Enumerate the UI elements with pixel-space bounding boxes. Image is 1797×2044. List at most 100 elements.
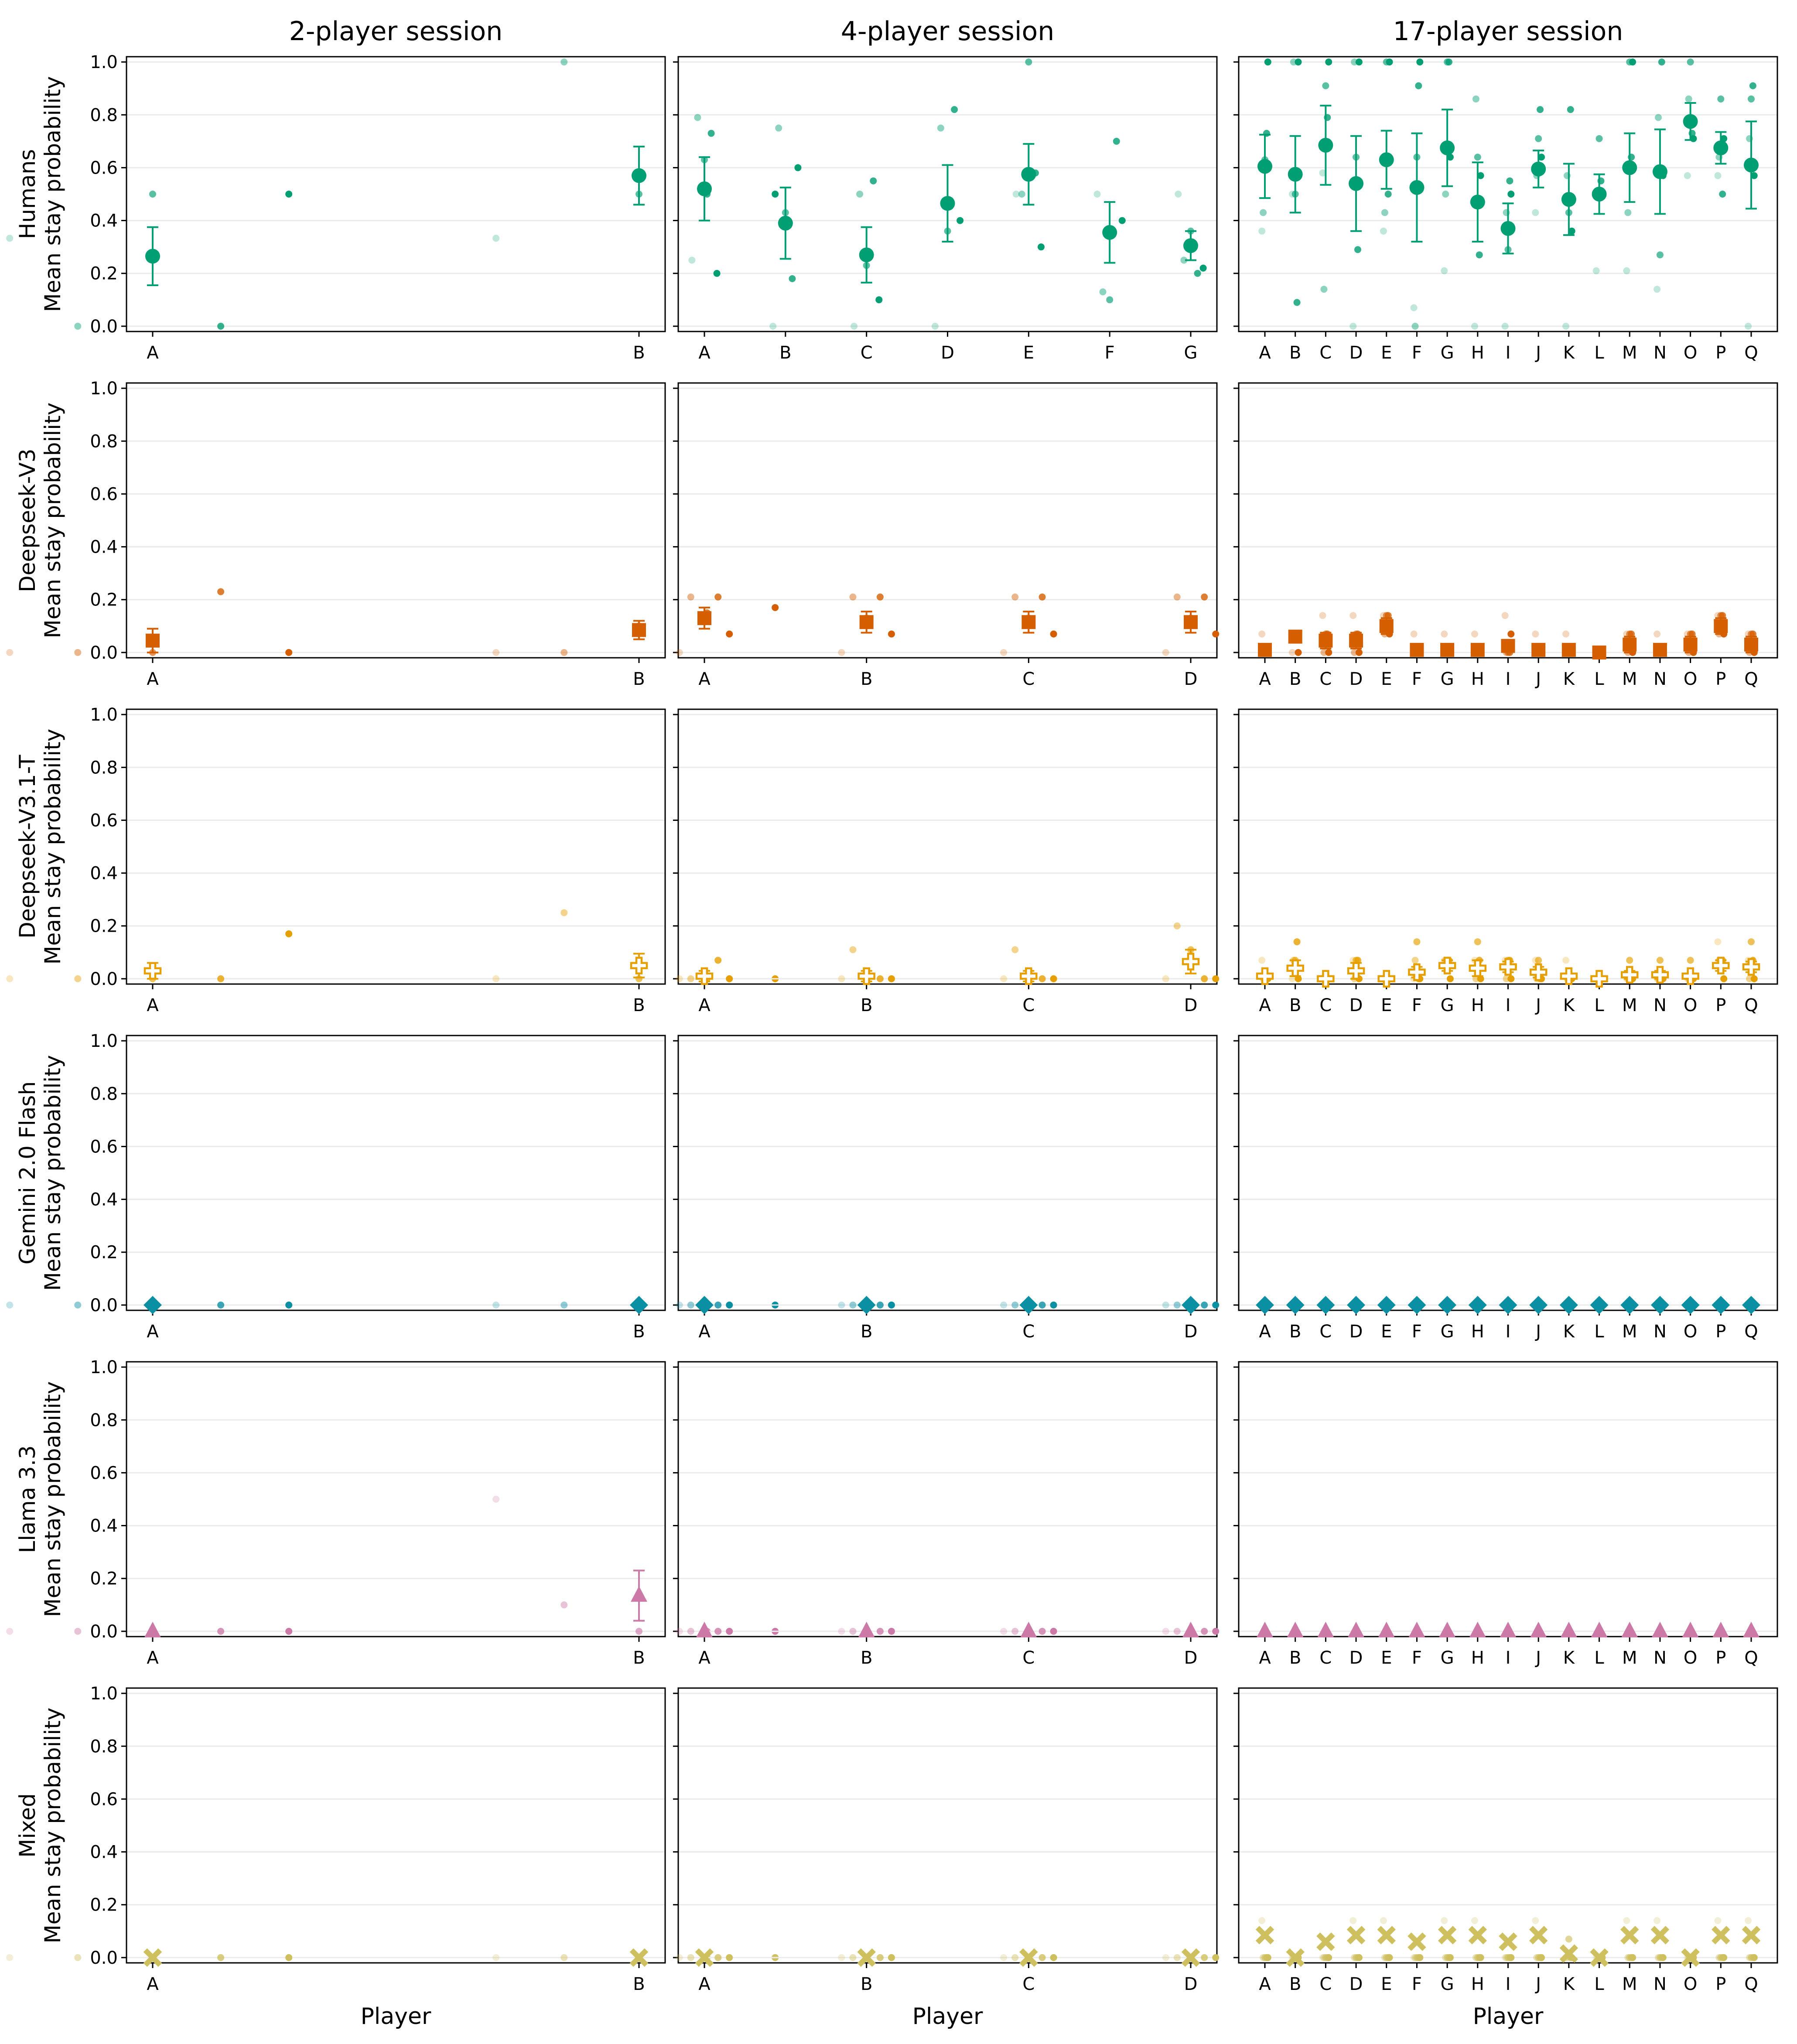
mean-marker xyxy=(1438,1926,1457,1945)
mean-marker xyxy=(1742,1926,1761,1945)
mean-marker xyxy=(1559,1944,1578,1963)
x-tick-label: L xyxy=(1594,343,1604,363)
session-dot xyxy=(876,1301,884,1309)
mean-marker xyxy=(859,615,874,629)
mean-marker xyxy=(697,611,711,626)
session-dot xyxy=(1506,177,1513,185)
x-tick-label: B xyxy=(1289,1648,1301,1668)
session-dot xyxy=(285,649,293,656)
session-dot xyxy=(856,191,864,198)
session-dot xyxy=(560,1301,568,1309)
y-tick-label: 0.0 xyxy=(90,1948,118,1968)
x-tick-label: I xyxy=(1506,995,1511,1015)
session-dot xyxy=(1445,58,1453,66)
x-tick-label: A xyxy=(1259,995,1271,1015)
mean-marker xyxy=(1286,959,1304,977)
session-dot xyxy=(1050,1627,1057,1635)
session-dot xyxy=(1320,286,1328,293)
session-dot xyxy=(1477,1954,1484,1961)
x-tick-label: F xyxy=(1412,995,1422,1015)
mean-marker xyxy=(1257,1621,1273,1637)
panel-6-2: A B C D Player xyxy=(673,1687,1220,2030)
x-tick-label: Q xyxy=(1744,1648,1758,1668)
session-dot xyxy=(676,975,683,982)
session-dot xyxy=(789,275,796,282)
mean-marker xyxy=(1683,637,1698,652)
mean-marker xyxy=(1377,1295,1396,1314)
mean-marker xyxy=(1620,1926,1639,1945)
session-dot xyxy=(1011,1627,1019,1635)
session-dot xyxy=(1538,1954,1545,1961)
session-dot xyxy=(1037,243,1045,251)
x-tick-label: A xyxy=(1259,1322,1271,1342)
mean-marker xyxy=(145,249,160,264)
x-tick-label: B xyxy=(1289,995,1301,1015)
y-tick-label: 0.0 xyxy=(90,317,118,337)
x-tick-label: F xyxy=(1412,1974,1422,1994)
mean-marker xyxy=(1349,633,1363,648)
panel-6-3: A B C D E F G H I J K L M N O P Q Player xyxy=(1233,1687,1778,2030)
session-dot xyxy=(217,588,225,595)
session-dot xyxy=(74,1627,82,1635)
session-dot xyxy=(1416,58,1424,66)
x-tick-label: E xyxy=(1023,343,1034,363)
mean-marker xyxy=(1712,957,1730,974)
mean-marker xyxy=(1468,1926,1487,1945)
mean-marker xyxy=(1021,615,1036,629)
y-tick-label: 0.0 xyxy=(90,969,118,989)
session-dot xyxy=(687,1627,694,1635)
session-dot xyxy=(1532,209,1539,216)
x-tick-label: B xyxy=(633,1974,645,1994)
session-dot xyxy=(1623,267,1630,274)
mean-marker xyxy=(1559,1295,1578,1314)
session-dot xyxy=(951,106,958,113)
y-tick-label: 0.2 xyxy=(90,590,118,610)
mean-marker xyxy=(1258,643,1272,657)
x-tick-label: C xyxy=(1319,1648,1332,1668)
session-dot xyxy=(492,649,500,656)
panel-frame xyxy=(677,382,1218,659)
x-tick-label: P xyxy=(1715,1974,1726,1994)
x-tick-label: G xyxy=(1441,995,1454,1015)
session-dot xyxy=(1654,1917,1661,1924)
session-dot xyxy=(1410,630,1418,638)
session-dot xyxy=(1562,630,1570,638)
row-label-5: Llama 3.3Mean stay probability xyxy=(15,1381,65,1617)
x-tick-label: B xyxy=(633,1322,645,1342)
session-dot xyxy=(1011,593,1019,601)
session-dot xyxy=(149,191,156,198)
session-dot xyxy=(1535,135,1542,142)
x-tick-label: O xyxy=(1684,343,1697,363)
x-tick-label: C xyxy=(861,343,873,363)
panel-2-1: 0.0 0.2 0.4 0.6 0.8 1.0 A B xyxy=(6,379,779,689)
session-dot xyxy=(888,630,895,638)
y-tick-label: 1.0 xyxy=(90,705,118,725)
session-dot xyxy=(876,975,884,982)
mean-marker xyxy=(143,1948,162,1967)
panel-frame xyxy=(677,1361,1218,1637)
mean-marker xyxy=(1348,1621,1365,1637)
x-tick-label: B xyxy=(861,1322,872,1342)
session-dot xyxy=(1039,593,1046,601)
mean-marker xyxy=(146,633,160,648)
session-dot xyxy=(1113,137,1120,145)
y-tick-label: 0.2 xyxy=(90,1569,118,1589)
session-dot xyxy=(492,975,500,982)
y-tick-label: 0.6 xyxy=(90,158,118,178)
mean-marker xyxy=(940,196,955,211)
x-tick-label: A xyxy=(1259,343,1271,363)
x-tick-label: P xyxy=(1715,1648,1726,1668)
x-tick-label: H xyxy=(1471,1648,1484,1668)
session-dot xyxy=(1173,1627,1181,1635)
session-dot xyxy=(1162,649,1169,656)
session-dot xyxy=(1441,630,1448,638)
column-title-3: 17-player session xyxy=(1393,16,1623,47)
session-dot xyxy=(726,975,733,982)
session-dot xyxy=(726,1954,733,1961)
y-tick-label: 0.6 xyxy=(90,1137,118,1157)
session-dot xyxy=(560,1954,568,1961)
session-dot xyxy=(1050,1301,1057,1309)
session-dot xyxy=(957,217,964,224)
mean-marker xyxy=(144,1621,161,1637)
